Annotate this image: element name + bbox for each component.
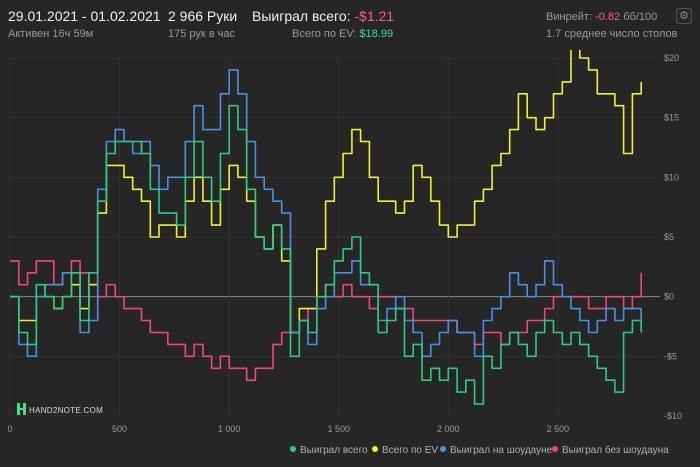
hands-per-hour: 175 рук в час	[168, 28, 236, 40]
legend-label: Выиграл без шоудауна	[562, 445, 669, 456]
y-tick-label: $10	[664, 172, 679, 182]
x-tick-label: 1 000	[218, 424, 241, 434]
hands-count: 2 966 Руки	[168, 8, 238, 24]
hand2note-logo: HAND2NOTE.COM	[17, 403, 103, 415]
series-lines	[10, 50, 642, 405]
legend-item-non-showdown[interactable]: Выиграл без шоудауна	[552, 445, 669, 456]
date-range[interactable]: 29.01.2021 - 01.02.2021	[8, 8, 161, 24]
ev-total: Всего по EV: $18.99	[292, 28, 393, 40]
series-line-non-showdown	[10, 260, 642, 381]
y-tick-label: -$10	[664, 411, 682, 421]
legend-label: Выиграл на шоудауне	[450, 445, 553, 456]
avg-tables: 1.7 среднее число столов	[546, 28, 678, 40]
winrate: Винрейт: -0.82 бб/100	[546, 11, 657, 23]
x-tick-label: 2 500	[547, 424, 570, 434]
graph-chart[interactable]: -$10 -$5 $0 $5 $10 $15 $20 0 500 1 000 1 500 2 000 2…	[0, 50, 700, 440]
gear-icon[interactable]: ⚙	[676, 8, 692, 24]
series-line-ev-total	[10, 50, 642, 334]
y-tick-label: $0	[664, 292, 674, 302]
ev-total-value: $18.99	[359, 28, 394, 40]
legend-item-ev-total[interactable]: Всего по EV	[372, 445, 438, 456]
x-tick-label: 500	[112, 424, 127, 434]
legend-dot	[552, 446, 558, 452]
axis-ticks: -$10 -$5 $0 $5 $10 $15 $20 0 500 1 000 1 500 2 000 2…	[7, 53, 682, 434]
y-tick-label: $20	[664, 53, 679, 63]
chart-legend: Выиграл всего Всего по EV Выиграл на шоу…	[0, 445, 700, 461]
legend-dot	[372, 446, 378, 452]
stats-header: 29.01.2021 - 01.02.2021 Активен 16ч 59м …	[0, 0, 700, 50]
won-total-value: -$1.21	[354, 8, 395, 24]
active-time: Активен 16ч 59м	[8, 28, 94, 40]
logo-text: HAND2NOTE.COM	[29, 406, 104, 415]
won-total: Выиграл всего: -$1.21	[252, 8, 394, 24]
legend-label: Всего по EV	[382, 445, 439, 456]
winrate-unit: бб/100	[623, 11, 658, 23]
y-tick-label: $5	[664, 232, 674, 242]
winrate-value: -0.82	[595, 11, 621, 23]
won-total-label: Выиграл всего:	[252, 8, 351, 24]
y-tick-label: $15	[664, 113, 679, 123]
h-logo-icon	[17, 403, 26, 415]
ev-total-label: Всего по EV:	[292, 28, 357, 40]
series-line-won-total	[10, 104, 642, 405]
grid-lines	[9, 57, 660, 417]
legend-dot	[440, 446, 446, 452]
legend-dot	[290, 446, 296, 452]
x-tick-label: 1 500	[327, 424, 350, 434]
winrate-label: Винрейт:	[546, 11, 593, 23]
legend-item-showdown[interactable]: Выиграл на шоудауне	[440, 445, 552, 456]
x-tick-label: 0	[7, 424, 12, 434]
legend-label: Выиграл всего	[300, 445, 368, 456]
legend-item-won-total[interactable]: Выиграл всего	[290, 445, 368, 456]
x-tick-label: 2 000	[437, 424, 460, 434]
y-tick-label: -$5	[664, 351, 677, 361]
